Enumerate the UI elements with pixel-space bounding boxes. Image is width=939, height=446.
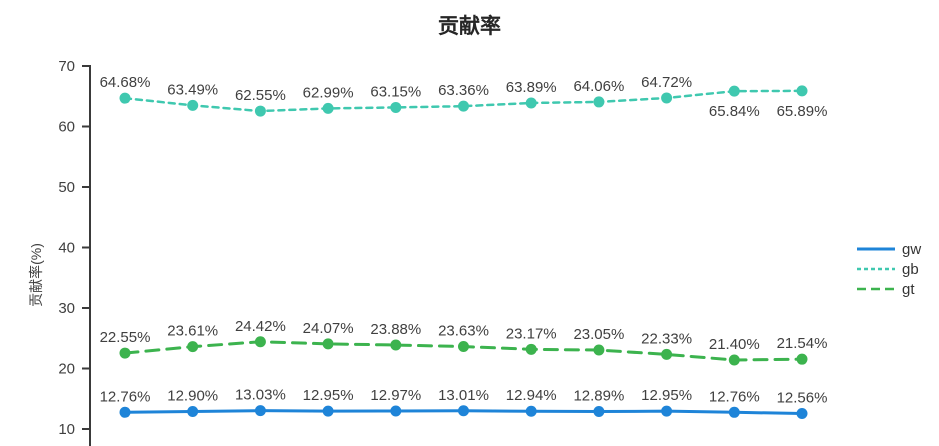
y-tick-label: 70 — [58, 58, 75, 75]
data-point-gt — [593, 344, 605, 356]
y-tick-label: 40 — [58, 240, 75, 257]
data-point-gw — [390, 405, 402, 417]
data-label-gb: 63.89% — [506, 79, 557, 96]
y-axis-label: 贡献率(%) — [28, 243, 44, 307]
data-label-gw: 12.56% — [777, 390, 828, 407]
series-gb-line — [123, 89, 804, 113]
data-point-gt — [390, 339, 402, 351]
data-point-gb — [390, 101, 402, 113]
data-point-gw — [593, 406, 605, 418]
data-label-gt: 24.42% — [235, 318, 286, 335]
data-label-gt: 21.54% — [777, 335, 828, 352]
data-label-gw: 12.76% — [100, 388, 151, 405]
data-label-gt: 21.40% — [709, 336, 760, 353]
data-label-gb: 65.84% — [709, 103, 760, 120]
data-point-gw — [322, 405, 334, 417]
data-label-gw: 12.90% — [167, 387, 218, 404]
series-gt: 22.55% 23.61% 24.42% 24.07% 23.88% 23.63% 23.1… — [100, 318, 828, 366]
y-tick-label: 20 — [58, 361, 75, 378]
data-point-gt — [661, 348, 673, 360]
data-point-gw — [119, 406, 131, 418]
data-point-gb — [458, 100, 469, 112]
series-gw: 12.76% 12.90% 13.03% 12.95% 12.97% 13.01% 12.9… — [100, 387, 828, 420]
legend-item-gt: gt — [856, 279, 921, 299]
y-tick-label: 10 — [58, 421, 75, 438]
data-label-gt: 23.88% — [370, 321, 421, 338]
legend-swatch-gb — [857, 267, 895, 271]
data-point-gw — [796, 408, 808, 420]
data-label-gt: 23.05% — [573, 326, 624, 343]
data-point-gt — [322, 338, 334, 350]
legend-item-gw: gw — [856, 239, 921, 259]
legend-label-gw: gw — [902, 240, 922, 258]
data-label-gb: 63.15% — [370, 83, 421, 100]
data-point-gb — [254, 105, 266, 117]
y-tick-label: 30 — [58, 300, 75, 317]
data-label-gt: 24.07% — [303, 320, 354, 337]
y-tick-label: 50 — [58, 179, 75, 196]
data-point-gb — [796, 85, 808, 97]
data-label-gw: 12.95% — [303, 387, 354, 404]
data-label-gb: 62.55% — [235, 87, 286, 104]
data-label-gb: 64.72% — [641, 74, 692, 91]
data-label-gb: 62.99% — [303, 84, 354, 101]
data-point-gw — [458, 405, 469, 417]
data-label-gw: 12.97% — [370, 387, 421, 404]
data-point-gb — [661, 92, 673, 104]
legend-swatch-gw — [857, 247, 895, 251]
data-point-gb — [322, 102, 334, 114]
data-point-gw — [187, 405, 199, 417]
data-point-gt — [525, 343, 537, 355]
data-label-gt: 23.17% — [506, 325, 557, 342]
data-label-gt: 22.55% — [100, 329, 151, 346]
data-label-gw: 12.89% — [573, 388, 624, 405]
y-axis: 10 20 30 40 50 60 70 — [58, 58, 91, 446]
legend-swatch-gt — [857, 287, 895, 291]
data-point-gt — [119, 347, 131, 359]
data-point-gt — [796, 353, 808, 365]
data-point-gt — [187, 341, 199, 353]
series-gb: 64.68% 63.49% 62.55% 62.99% 63.15% 63.36% 63.8… — [100, 74, 828, 120]
data-label-gw: 12.94% — [506, 387, 557, 404]
data-point-gb — [187, 99, 199, 111]
legend-item-gb: gb — [856, 259, 921, 279]
data-label-gw: 13.01% — [438, 387, 489, 404]
data-point-gb — [119, 92, 131, 104]
data-label-gw: 12.95% — [641, 387, 692, 404]
legend-label-gb: gb — [902, 260, 919, 278]
data-point-gt — [254, 336, 266, 348]
data-label-gt: 23.63% — [438, 323, 489, 340]
data-label-gb: 63.49% — [167, 81, 218, 98]
chart-title: 贡献率 — [438, 15, 501, 38]
data-point-gw — [254, 405, 266, 417]
data-point-gt — [728, 354, 740, 366]
data-point-gt — [458, 341, 469, 353]
data-label-gw: 13.03% — [235, 387, 286, 404]
data-label-gt: 23.61% — [167, 323, 218, 340]
data-label-gt: 22.33% — [641, 330, 692, 347]
data-label-gw: 12.76% — [709, 388, 760, 405]
data-point-gw — [525, 405, 537, 417]
legend: gw gb gt — [856, 239, 921, 299]
data-label-gb: 64.68% — [100, 74, 151, 91]
legend-label-gt: gt — [902, 280, 915, 298]
data-point-gw — [728, 406, 740, 418]
data-point-gw — [661, 405, 673, 417]
data-label-gb: 63.36% — [438, 82, 489, 99]
data-label-gb: 65.89% — [777, 103, 828, 120]
data-point-gb — [593, 96, 605, 108]
data-label-gb: 64.06% — [573, 78, 624, 95]
data-point-gb — [728, 85, 740, 97]
y-tick-label: 60 — [58, 119, 75, 136]
data-point-gb — [525, 97, 537, 109]
